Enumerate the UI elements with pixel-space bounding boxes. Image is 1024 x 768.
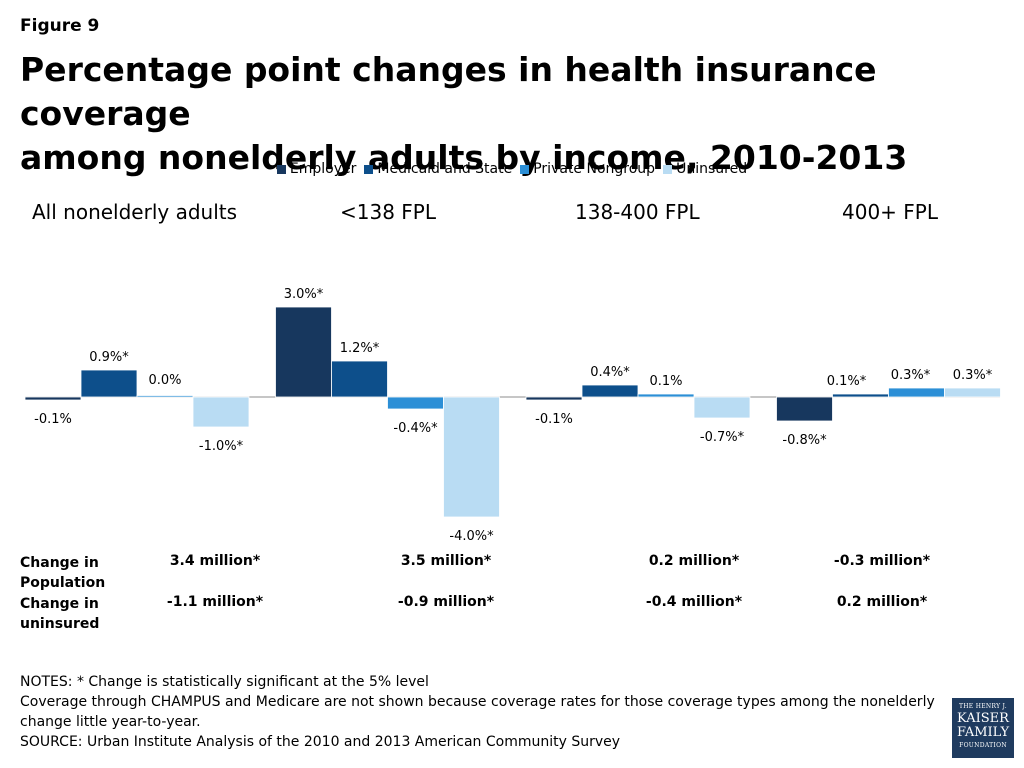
bar-label-3-2: 0.3%* <box>891 368 931 383</box>
bar-label-2-2: 0.1% <box>649 374 682 389</box>
bar-3-0 <box>776 396 833 422</box>
logo-line-4: FOUNDATION <box>959 742 1007 749</box>
legend-swatch-private-nongroup <box>520 164 530 174</box>
row-value-population-all: 3.4 million* <box>169 553 261 569</box>
labels-layer: -0.1% 0.9%* 0.0% -1.0%* 3.0%* 1.2%* -0.4%* -4.0… <box>34 287 993 544</box>
group-label-138-400: 138-400 FPL <box>575 200 700 224</box>
legend-swatch-medicaid <box>364 164 374 174</box>
bar-2-0 <box>525 396 583 401</box>
bar-2-2 <box>637 393 695 398</box>
group-label-all: All nonelderly adults <box>32 200 238 224</box>
row-value-uninsured-all: -1.1 million* <box>166 594 264 610</box>
legend-label-medicaid: Medicaid and State <box>377 161 513 177</box>
bar-2-1 <box>581 384 639 398</box>
bar-0-2 <box>136 395 194 398</box>
bar-label-0-0: -0.1% <box>34 412 72 427</box>
bar-2-3 <box>693 396 751 419</box>
chart-legend: Employer Medicaid and State Private Nong… <box>0 161 1024 177</box>
bar-3-2 <box>888 387 945 398</box>
bar-0-3 <box>192 396 250 428</box>
bar-label-3-1: 0.1%* <box>827 374 867 389</box>
row-value-uninsured-under-138: -0.9 million* <box>397 594 495 610</box>
bar-label-1-1: 1.2%* <box>340 341 380 356</box>
bar-label-0-3: -1.0%* <box>199 439 244 454</box>
chart-title-line-2: among nonelderly adults by income, 2010-… <box>20 138 908 177</box>
legend-item-employer: Employer <box>276 161 357 177</box>
bar-1-0 <box>275 306 332 398</box>
bar-label-1-2: -0.4%* <box>393 421 438 436</box>
legend-item-private-nongroup: Private Nongroup <box>520 161 655 177</box>
legend-label-private-nongroup: Private Nongroup <box>533 161 656 177</box>
bar-1-3 <box>443 396 500 518</box>
logo-line-3: FAMILY <box>956 725 1010 740</box>
bar-1-1 <box>331 360 388 398</box>
notes-source: SOURCE: Urban Institute Analysis of the … <box>20 734 621 750</box>
legend-label-uninsured: Uninsured <box>676 161 748 177</box>
bar-3-3 <box>944 387 1001 398</box>
bar-label-0-1: 0.9%* <box>89 350 129 365</box>
bar-label-2-0: -0.1% <box>535 412 573 427</box>
notes: NOTES: * Change is statistically signifi… <box>20 672 940 752</box>
bar-1-2 <box>387 396 444 410</box>
bar-chart: -0.1% 0.9%* 0.0% -1.0%* 3.0%* 1.2%* -0.4%* -4.0… <box>24 287 1001 544</box>
bar-label-1-3: -4.0%* <box>449 529 494 544</box>
row-label-population: Change in Population <box>20 555 106 591</box>
group-label-under-138: <138 FPL <box>340 200 436 224</box>
legend-item-uninsured: Uninsured <box>663 161 747 177</box>
legend-label-employer: Employer <box>289 161 357 177</box>
bar-label-1-0: 3.0%* <box>284 287 324 302</box>
row-value-population-400-plus: -0.3 million* <box>833 553 931 569</box>
legend-swatch-uninsured <box>663 164 673 174</box>
bar-label-3-0: -0.8%* <box>782 433 827 448</box>
row-value-uninsured-138-400: -0.4 million* <box>645 594 743 610</box>
bar-label-2-3: -0.7%* <box>700 430 745 445</box>
row-value-population-138-400: 0.2 million* <box>648 553 740 569</box>
figure-label: Figure 9 <box>20 16 100 36</box>
bar-label-3-3: 0.3%* <box>953 368 993 383</box>
bar-0-0 <box>24 396 82 401</box>
bar-label-2-1: 0.4%* <box>590 365 630 380</box>
bar-label-0-2: 0.0% <box>148 373 181 388</box>
bar-0-1 <box>80 369 138 398</box>
chart-title-line-1: Percentage point changes in health insur… <box>20 50 877 133</box>
bar-3-1 <box>832 393 889 398</box>
chart-title: Percentage point changes in health insur… <box>20 48 1010 180</box>
row-label-uninsured: Change in uninsured <box>20 596 100 632</box>
legend-item-medicaid: Medicaid and State <box>364 161 512 177</box>
logo-line-1: THE HENRY J. <box>958 703 1008 710</box>
notes-line-1: NOTES: * Change is statistically signifi… <box>20 674 429 690</box>
notes-line-2: Coverage through CHAMPUS and Medicare ar… <box>20 694 935 730</box>
bars-layer <box>24 306 1001 518</box>
row-value-population-under-138: 3.5 million* <box>400 553 492 569</box>
kff-logo: THE HENRY J. KAISER FAMILY FOUNDATION <box>952 698 1014 758</box>
logo-line-2: KAISER <box>957 711 1009 726</box>
row-value-uninsured-400-plus: 0.2 million* <box>836 594 928 610</box>
legend-swatch-employer <box>276 164 286 174</box>
group-label-400-plus: 400+ FPL <box>842 200 938 224</box>
